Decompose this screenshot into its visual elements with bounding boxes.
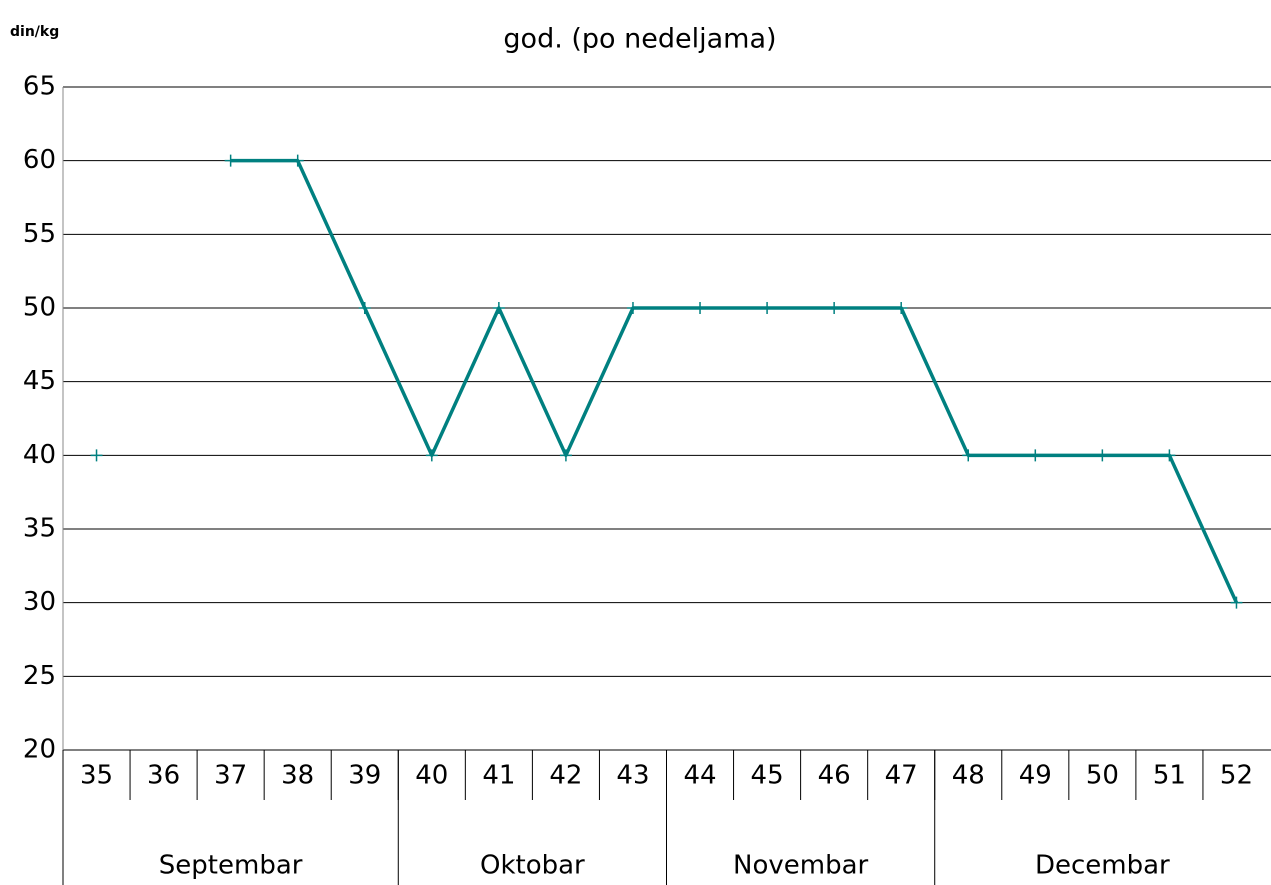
point-marker [90,449,103,462]
group-label: Oktobar [480,851,585,881]
x-tick-label: 36 [147,761,180,791]
x-tick-label: 52 [1220,761,1253,791]
x-tick-label: 37 [214,761,247,791]
point-marker [828,302,841,314]
x-tick-label: 40 [415,761,448,791]
group-label: Decembar [1035,851,1170,881]
point-marker [492,302,505,314]
x-tick-label: 48 [952,761,985,791]
x-tick-label: 49 [1019,761,1052,791]
point-marker [559,449,572,462]
x-tick-label: 45 [751,761,784,791]
y-tick-label: 40 [23,440,56,470]
point-marker [895,302,908,314]
y-tick-label: 45 [23,366,56,396]
point-marker [694,302,707,314]
x-tick-label: 35 [80,761,113,791]
x-tick-label: 41 [482,761,515,791]
y-tick-label: 50 [23,293,56,323]
x-tick-label: 39 [348,761,381,791]
y-tick-label: 55 [23,219,56,249]
point-marker [626,302,639,314]
y-tick-label: 65 [23,72,56,102]
point-marker [224,154,237,167]
point-marker [1230,596,1243,609]
x-tick-label: 50 [1086,761,1119,791]
y-tick-label: 35 [23,514,56,544]
y-tick-label: 20 [23,735,56,765]
y-tick-label: 60 [23,145,56,175]
point-marker [1163,449,1176,462]
x-tick-label: 38 [281,761,314,791]
point-marker [1029,449,1042,462]
x-tick-label: 51 [1153,761,1186,791]
x-tick-label: 43 [616,761,649,791]
point-marker [962,449,975,462]
point-marker [761,302,774,314]
y-axis-label: din/kg [10,24,59,40]
y-tick-label: 25 [23,661,56,691]
x-tick-label: 46 [818,761,851,791]
x-tick-label: 47 [885,761,918,791]
x-tick-label: 42 [549,761,582,791]
x-tick-label: 44 [683,761,716,791]
point-marker [1096,449,1109,462]
point-marker [358,302,371,314]
point-marker [291,154,304,167]
chart-title: god. (po nedeljama) [503,24,776,55]
point-marker [425,449,438,462]
y-tick-label: 30 [23,587,56,617]
line-series [230,158,1239,604]
group-label: Novembar [733,851,869,881]
group-label: Septembar [159,851,303,881]
